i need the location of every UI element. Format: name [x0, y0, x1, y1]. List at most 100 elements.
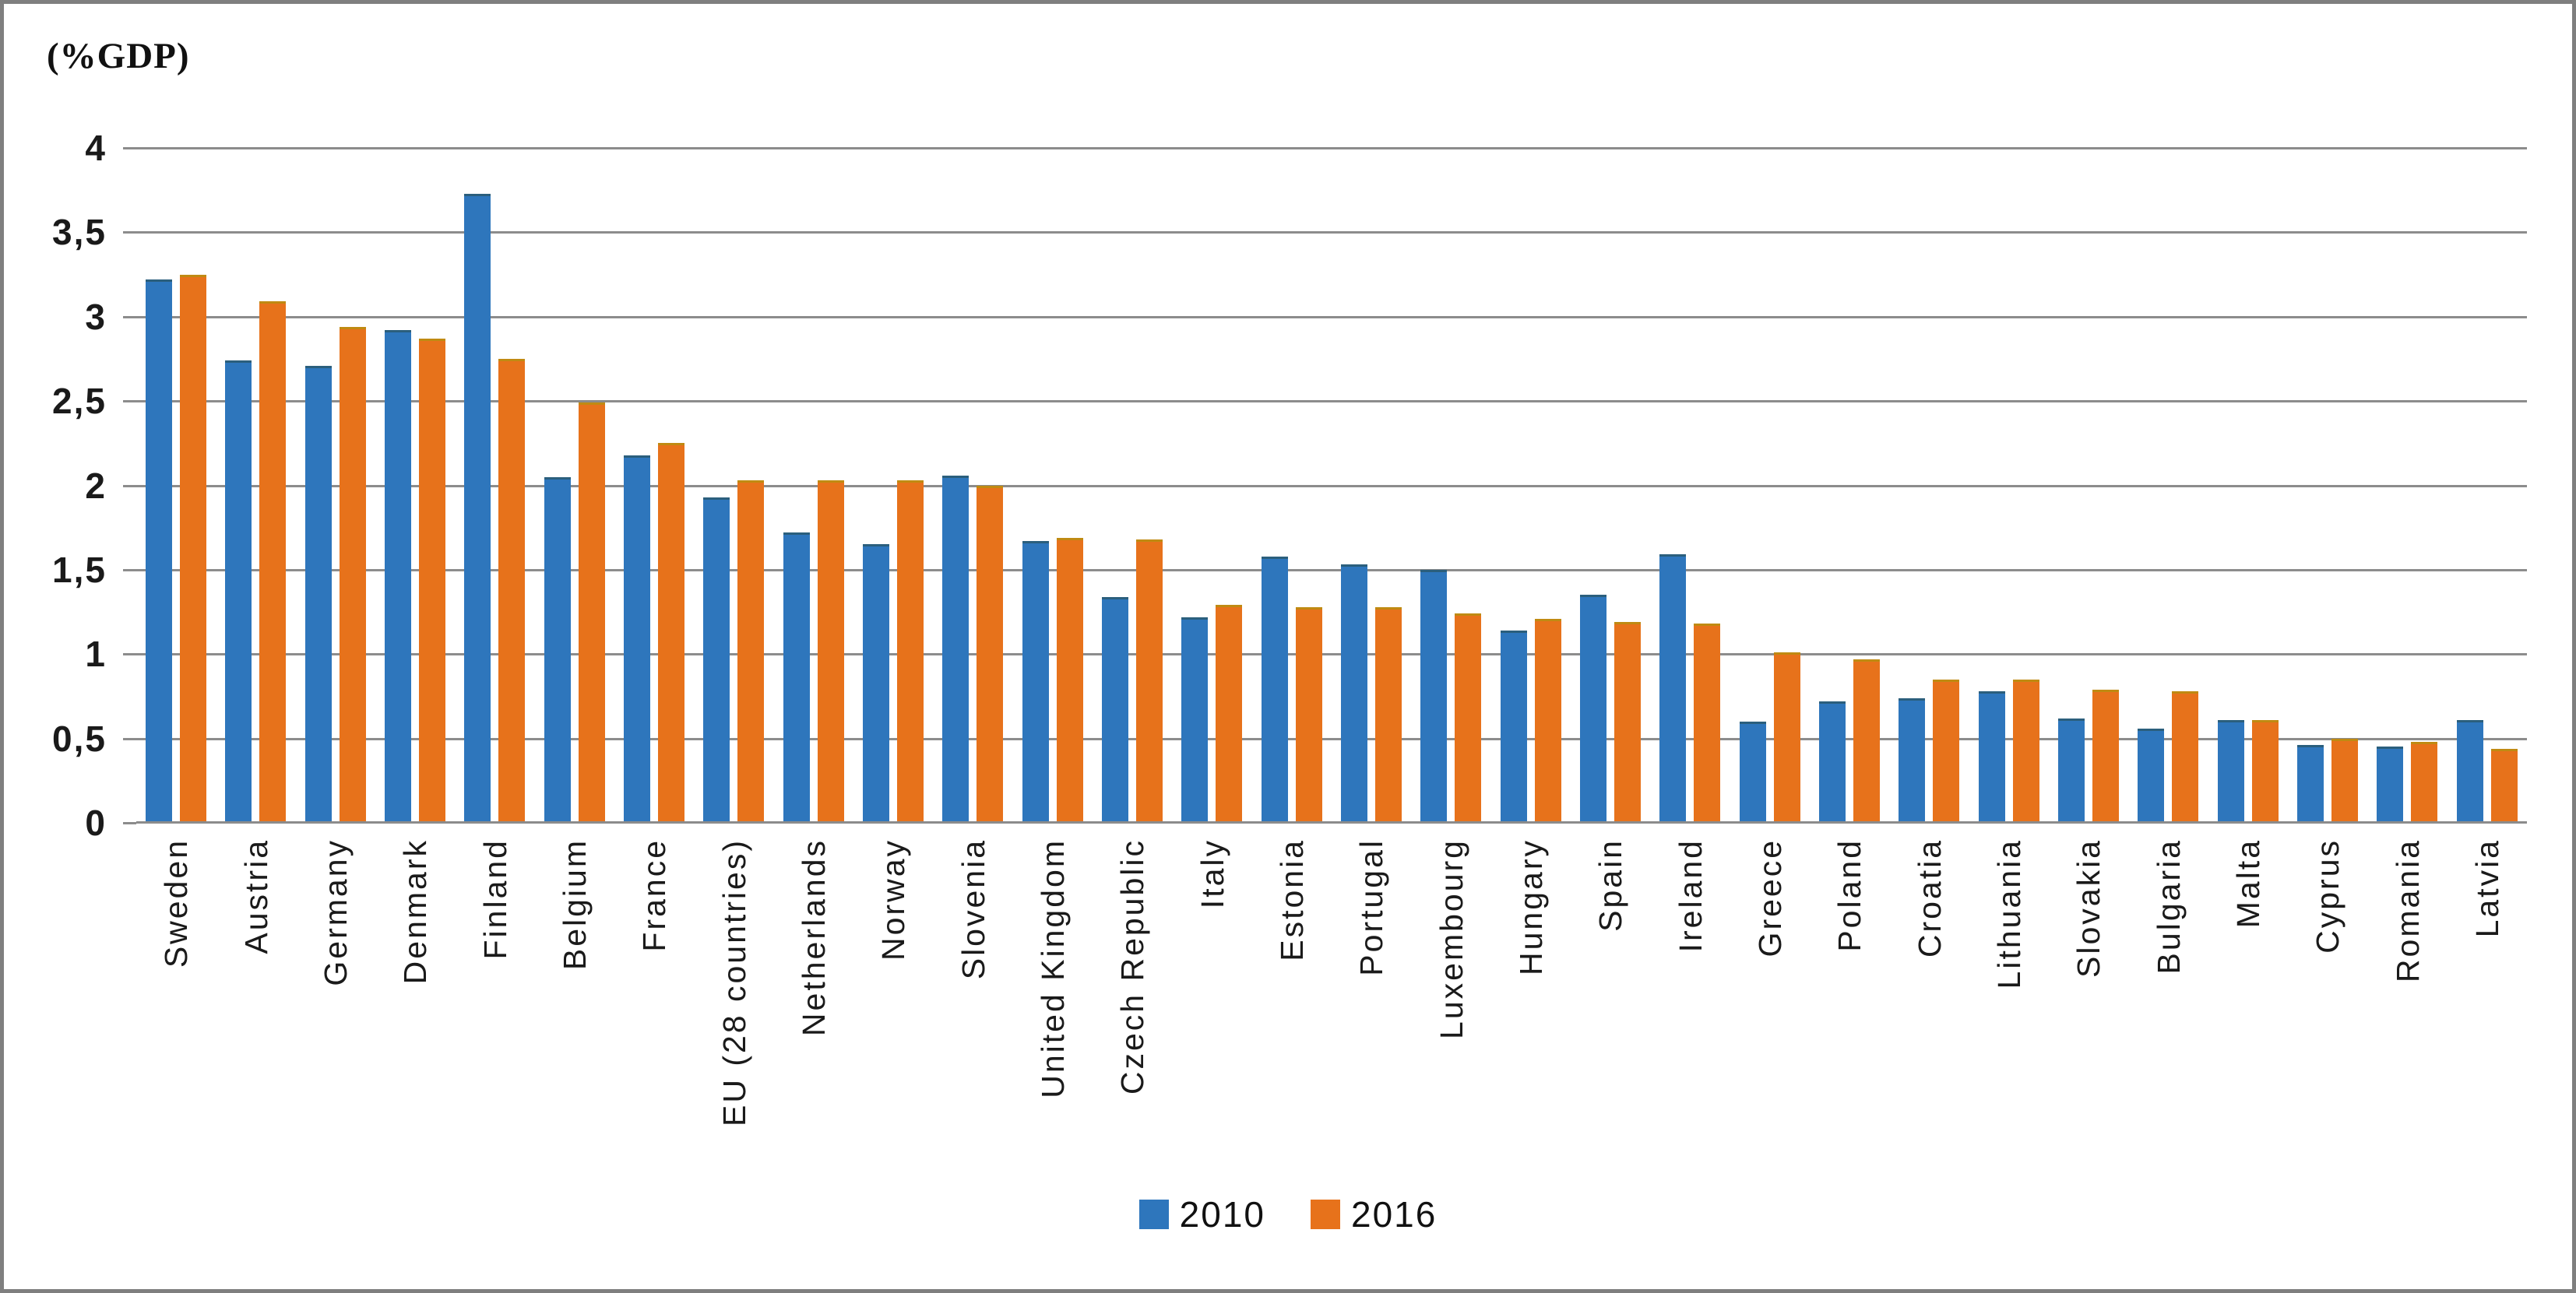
x-axis-label: Slovakia	[2071, 838, 2107, 978]
bar-2016-latvia	[2490, 748, 2518, 823]
legend-item-2010: 2010	[1138, 1193, 1265, 1235]
x-axis-label: Italy	[1194, 838, 1230, 909]
gridline	[136, 653, 2527, 656]
bar-2010-poland	[1819, 701, 1846, 823]
bar-2016-netherlands	[817, 480, 844, 823]
bar-group-luxembourg	[1411, 148, 1490, 823]
bar-2016-luxembourg	[1455, 613, 1482, 823]
gridline	[136, 737, 2527, 740]
gridline	[136, 231, 2527, 234]
legend-swatch-2010	[1138, 1200, 1169, 1229]
bar-group-romania	[2367, 148, 2447, 823]
bar-group-czech-republic	[1093, 148, 1172, 823]
bar-group-estonia	[1252, 148, 1332, 823]
bar-group-eu-28-countries	[694, 148, 773, 823]
bar-2010-denmark	[385, 330, 412, 823]
x-axis-label: Germany	[317, 838, 354, 986]
bar-2010-croatia	[1899, 697, 1926, 823]
x-axis-label: Bulgaria	[2150, 838, 2187, 975]
y-axis-tick-mark	[123, 231, 136, 234]
bar-group-latvia	[2448, 148, 2527, 823]
bar-2016-eu-28-countries	[737, 480, 765, 823]
x-axis-label: Austria	[238, 838, 274, 954]
x-axis-label: Belgium	[556, 838, 593, 971]
bar-2016-croatia	[1933, 679, 1960, 823]
x-axis-label: Croatia	[1911, 838, 1948, 958]
bar-group-greece	[1730, 148, 1810, 823]
bar-group-italy	[1172, 148, 1251, 823]
x-axis-label: Latvia	[2469, 838, 2505, 938]
x-axis-label: Lithuania	[1990, 838, 2027, 989]
x-axis-label: Sweden	[158, 838, 195, 968]
bar-2016-italy	[1216, 605, 1243, 823]
bar-2016-slovenia	[977, 485, 1004, 823]
x-axis-label: Spain	[1592, 838, 1629, 932]
bar-2010-united-kingdom	[1022, 541, 1049, 823]
bar-2016-portugal	[1375, 606, 1402, 823]
bar-2010-norway	[863, 544, 890, 823]
bar-2010-latvia	[2456, 719, 2483, 823]
x-axis-label: Finland	[477, 838, 513, 960]
legend-swatch-2016	[1311, 1200, 1340, 1229]
x-axis-label: Hungary	[1512, 838, 1549, 975]
bar-2010-slovenia	[942, 475, 970, 823]
bar-group-finland	[455, 148, 534, 823]
bar-2010-italy	[1181, 617, 1209, 823]
y-axis-tick-label: 4	[85, 128, 107, 168]
bar-group-spain	[1571, 148, 1650, 823]
y-axis-tick-mark	[123, 315, 136, 318]
bar-group-france	[614, 148, 694, 823]
y-axis-title: (%GDP)	[47, 36, 190, 76]
bar-2010-bulgaria	[2138, 728, 2165, 823]
x-axis-label: Ireland	[1672, 838, 1709, 953]
bar-group-norway	[853, 148, 933, 823]
bar-2016-sweden	[180, 274, 207, 823]
y-axis-tick-label: 1	[85, 634, 107, 675]
y-axis-tick-label: 0,5	[52, 718, 107, 759]
x-axis-label: Denmark	[397, 838, 434, 985]
bar-2010-austria	[225, 360, 252, 823]
bar-2010-hungary	[1500, 630, 1527, 823]
bar-2016-belgium	[578, 402, 605, 823]
bar-group-croatia	[1889, 148, 1969, 823]
y-axis-tick-mark	[123, 568, 136, 571]
bar-group-germany	[296, 148, 375, 823]
bar-2010-germany	[304, 365, 332, 823]
x-axis-label: Portugal	[1353, 838, 1390, 976]
bar-2016-germany	[339, 326, 366, 823]
gridline	[136, 484, 2527, 487]
x-axis-label: France	[636, 838, 673, 952]
y-axis-tick-mark	[123, 400, 136, 403]
bar-2016-poland	[1853, 659, 1881, 823]
bar-2010-slovakia	[2058, 718, 2085, 823]
bar-2010-lithuania	[1978, 690, 2005, 823]
x-axis-label: United Kingdom	[1034, 838, 1071, 1098]
bar-group-slovenia	[933, 148, 1012, 823]
bar-2016-slovakia	[2092, 689, 2120, 823]
bar-group-bulgaria	[2128, 148, 2208, 823]
bar-2010-portugal	[1341, 564, 1368, 823]
bar-group-belgium	[535, 148, 614, 823]
legend-item-2016: 2016	[1311, 1193, 1437, 1235]
y-axis-tick-label: 2,5	[52, 381, 107, 422]
x-axis-label: Norway	[875, 838, 912, 961]
x-axis-line	[136, 821, 2527, 824]
bar-2016-cyprus	[2331, 738, 2359, 823]
bar-group-hungary	[1491, 148, 1571, 823]
gridline	[136, 400, 2527, 403]
x-axis-label: Greece	[1751, 838, 1788, 957]
x-axis-label: Slovenia	[955, 838, 991, 980]
bar-2016-norway	[897, 480, 924, 823]
gridline	[136, 315, 2527, 318]
legend-label: 2016	[1351, 1194, 1438, 1235]
bar-2010-greece	[1739, 721, 1766, 823]
bar-2010-malta	[2217, 719, 2244, 823]
bar-group-netherlands	[774, 148, 853, 823]
x-axis-label: Romania	[2389, 838, 2426, 983]
x-axis-label: Poland	[1832, 838, 1868, 952]
bar-2010-luxembourg	[1420, 569, 1448, 823]
y-axis-tick-mark	[123, 737, 136, 740]
x-axis-label: Netherlands	[795, 838, 832, 1037]
bar-2016-austria	[259, 301, 287, 823]
